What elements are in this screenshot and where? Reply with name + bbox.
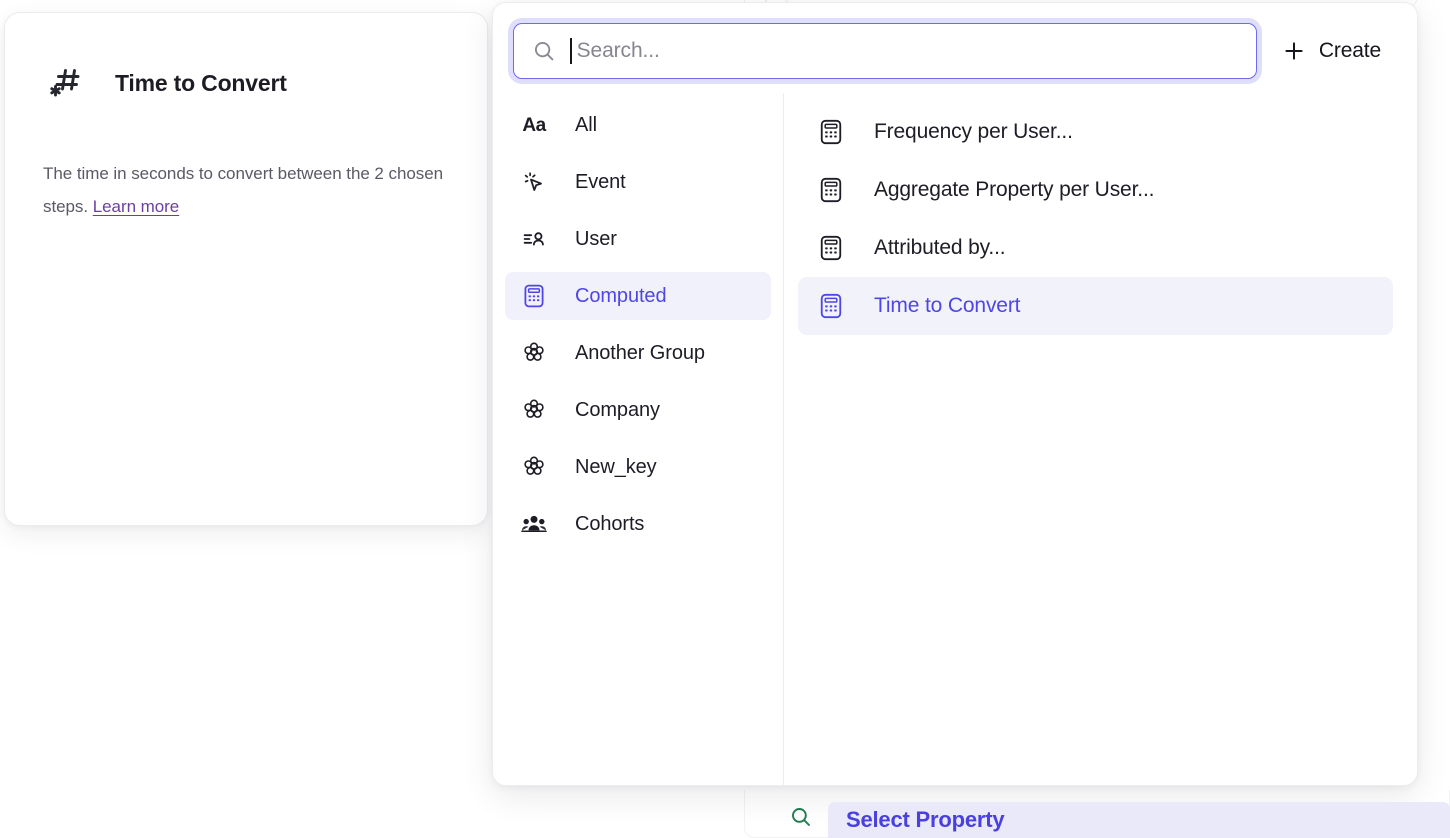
group-cluster-icon: [521, 397, 547, 423]
create-button[interactable]: Create: [1271, 31, 1395, 71]
list-item-aggregate-property-per-user[interactable]: Aggregate Property per User...: [798, 161, 1393, 219]
user-list-icon: [521, 226, 547, 252]
nav-item-company[interactable]: Company: [505, 386, 771, 434]
list-item-attributed-by[interactable]: Attributed by...: [798, 219, 1393, 277]
list-item-time-to-convert[interactable]: Time to Convert: [798, 277, 1393, 335]
nav-item-new-key[interactable]: New_key: [505, 443, 771, 491]
nav-item-label: User: [575, 227, 617, 250]
nav-item-event[interactable]: Event: [505, 158, 771, 206]
nav-item-label: Company: [575, 398, 660, 421]
list-item-frequency-per-user[interactable]: Frequency per User...: [798, 103, 1393, 161]
calculator-icon: [816, 175, 846, 205]
group-cluster-icon: [521, 454, 547, 480]
nav-item-label: New_key: [575, 455, 657, 478]
select-property-bar: Select Property: [764, 795, 1450, 838]
nav-item-label: Cohorts: [575, 512, 645, 535]
nav-item-computed[interactable]: Computed: [505, 272, 771, 320]
nav-item-label: Another Group: [575, 341, 705, 364]
text-aa-icon: Aa: [522, 114, 546, 136]
calculator-icon: [816, 291, 846, 321]
info-card-description-text: The time in seconds to convert between t…: [43, 164, 444, 217]
nav-item-cohorts[interactable]: Cohorts: [505, 500, 771, 548]
calculator-icon: [521, 283, 547, 309]
list-item-label: Aggregate Property per User...: [874, 178, 1155, 201]
people-group-icon: [521, 511, 547, 537]
info-card-description: The time in seconds to convert between t…: [43, 157, 449, 223]
results-list: Frequency per User...: [784, 93, 1417, 785]
create-button-label: Create: [1318, 39, 1381, 62]
plus-icon: [1283, 40, 1305, 62]
nav-item-user[interactable]: User: [505, 215, 771, 263]
group-cluster-icon: [521, 340, 547, 366]
search-box[interactable]: [513, 23, 1257, 79]
select-property-field[interactable]: Select Property: [828, 802, 1450, 838]
search-icon: [532, 39, 556, 63]
info-card-title: Time to Convert: [115, 69, 287, 96]
property-info-card: Time to Convert The time in seconds to c…: [4, 12, 488, 526]
cursor-click-icon: [521, 169, 547, 195]
search-field-wrapper: [513, 23, 1257, 79]
calculator-icon: [816, 117, 846, 147]
modal-body: Aa All: [493, 93, 1417, 785]
nav-item-another-group[interactable]: Another Group: [505, 329, 771, 377]
text-caret: [570, 38, 572, 64]
list-item-label: Frequency per User...: [874, 120, 1073, 143]
list-item-label: Attributed by...: [874, 236, 1006, 259]
calculator-icon: [816, 233, 846, 263]
search-icon: [788, 804, 814, 830]
hash-asterisk-icon: [43, 61, 87, 105]
search-input[interactable]: [576, 39, 1238, 63]
nav-item-label: Computed: [575, 284, 667, 307]
category-nav: Aa All: [493, 93, 784, 785]
learn-more-link[interactable]: Learn more: [92, 197, 180, 217]
info-card-header: Time to Convert: [43, 61, 449, 105]
list-item-label: Time to Convert: [874, 294, 1021, 317]
modal-toolbar: Create: [493, 3, 1417, 93]
select-property-label: Select Property: [846, 807, 1005, 832]
nav-item-label: All: [575, 113, 597, 136]
nav-item-all[interactable]: Aa All: [505, 101, 771, 149]
property-picker-modal: Create Aa All: [492, 2, 1418, 786]
nav-item-label: Event: [575, 170, 626, 193]
